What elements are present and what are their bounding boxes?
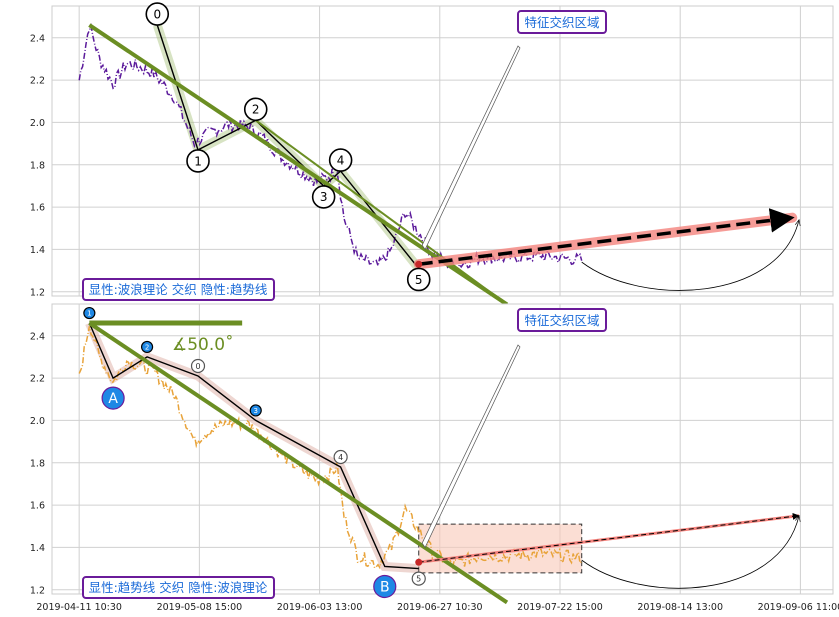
annotation-pointer <box>421 45 521 251</box>
bottom-annotation-box: 特征交织区域 <box>517 308 607 332</box>
y-tick-label: 2.4 <box>30 331 45 342</box>
top-plot-frame <box>51 5 834 297</box>
point-5-marker <box>415 558 423 566</box>
y-tick-label: 1.6 <box>30 203 45 214</box>
wave-point-marker: 3 <box>249 404 262 417</box>
wave-point-marker: 2 <box>243 97 268 122</box>
wave-point-label: 4 <box>337 153 345 167</box>
x-tick-label: 2019-04-11 10:30 <box>36 602 122 613</box>
wave-point-label: 0 <box>153 7 161 21</box>
x-tick-label: 2019-06-03 13:00 <box>277 602 363 613</box>
y-tick-label: 1.4 <box>30 245 45 256</box>
bottom-legend-label: 显性:趋势线 交织 隐性:波浪理论 <box>89 580 268 595</box>
y-tick-label: 1.6 <box>30 501 45 512</box>
x-tick-label: 2019-09-06 11:00 <box>758 602 839 613</box>
y-tick-label: 2.0 <box>30 416 45 427</box>
y-tick-label: 1.8 <box>30 160 45 171</box>
wave-point-marker: 4 <box>333 449 348 465</box>
wave-point-marker: A <box>101 386 125 410</box>
shade-box <box>418 523 583 574</box>
bottom-annotation-label: 特征交织区域 <box>524 313 599 328</box>
wave-point-marker: 1 <box>186 149 210 173</box>
top-series <box>78 23 798 307</box>
y-tick-label: 1.2 <box>30 585 45 596</box>
wave-line <box>156 24 420 269</box>
wave-point-label: 2 <box>145 343 149 351</box>
y-tick-label: 1.2 <box>30 287 45 298</box>
angle-label: ∡50.0˚ <box>172 334 234 355</box>
wave-point-label: 5 <box>416 574 421 583</box>
y-tick-label: 2.0 <box>30 118 45 129</box>
bottom-overlay: 1 A 2 0 3 4 B 5 <box>83 306 799 599</box>
bottom-y-ticks: 1.2 1.4 1.6 1.8 2.0 2.2 2.4 <box>30 331 45 596</box>
trend-line <box>88 321 509 605</box>
y-tick-label: 2.4 <box>30 33 45 44</box>
wave-line <box>88 322 419 570</box>
forecast-curve <box>581 220 799 291</box>
bottom-panel: 1.2 1.4 1.6 1.8 2.0 2.2 2.4 1 A 2 0 3 4 B 5 特征交织区域 显性… <box>30 303 834 605</box>
top-y-ticks: 1.2 1.4 1.6 1.8 2.0 2.2 2.4 <box>30 33 45 298</box>
wave-point-label: B <box>380 580 390 596</box>
wave-point-label: 5 <box>415 273 423 287</box>
x-tick-label: 2019-05-08 15:00 <box>157 602 243 613</box>
top-overlay: 0 1 2 3 4 5 <box>145 2 799 292</box>
price-line <box>78 326 583 570</box>
wave-point-marker: B <box>373 574 397 599</box>
wave-point-label: 3 <box>320 190 328 204</box>
x-ticks: 2019-04-11 10:30 2019-05-08 15:00 2019-06-… <box>36 602 839 613</box>
wave-point-marker: 0 <box>190 358 206 374</box>
wave-point-marker: 4 <box>328 148 353 172</box>
wave-point-label: 0 <box>195 362 200 371</box>
forecast-curve <box>581 516 799 589</box>
wave-point-label: 1 <box>194 154 202 168</box>
y-tick-label: 2.2 <box>30 374 45 385</box>
forecast-band <box>418 514 800 564</box>
y-tick-label: 1.8 <box>30 458 45 469</box>
wave-point-label: 2 <box>252 103 260 117</box>
x-tick-label: 2019-06-27 10:30 <box>397 602 483 613</box>
wave-point-label: 3 <box>254 407 258 415</box>
y-tick-label: 1.4 <box>30 543 45 554</box>
forecast-line <box>418 208 795 266</box>
top-legend-box: 显性:波浪理论 交织 隐性:趋势线 <box>82 278 275 301</box>
wave-point-marker: 5 <box>406 267 431 292</box>
y-tick-label: 2.2 <box>30 76 45 87</box>
wave-point-marker: 0 <box>145 2 170 26</box>
wave-point-marker: 1 <box>83 306 96 320</box>
top-annotation-label: 特征交织区域 <box>524 15 599 30</box>
trend-line <box>255 119 508 306</box>
point-5-marker <box>415 260 423 268</box>
top-annotation-box: 特征交织区域 <box>517 10 607 34</box>
wave-point-label: A <box>108 391 118 407</box>
annotation-pointer <box>421 344 521 549</box>
top-panel: 1.2 1.4 1.6 1.8 2.0 2.2 2.4 0 1 2 3 4 5 特征交织区域 显性:波… <box>30 2 834 307</box>
wave-point-label: 4 <box>338 453 343 462</box>
x-tick-label: 2019-07-22 15:00 <box>517 602 603 613</box>
top-legend-label: 显性:波浪理论 交织 隐性:趋势线 <box>89 282 268 297</box>
wave-point-marker: 5 <box>411 571 426 586</box>
wave-point-marker: 3 <box>311 185 336 209</box>
bottom-legend-box: 显性:趋势线 交织 隐性:波浪理论 <box>82 576 275 599</box>
bottom-series <box>78 320 800 605</box>
wave-point-marker: 2 <box>140 340 154 354</box>
x-tick-label: 2019-08-14 13:00 <box>637 602 723 613</box>
wave-point-label: 1 <box>87 310 91 318</box>
